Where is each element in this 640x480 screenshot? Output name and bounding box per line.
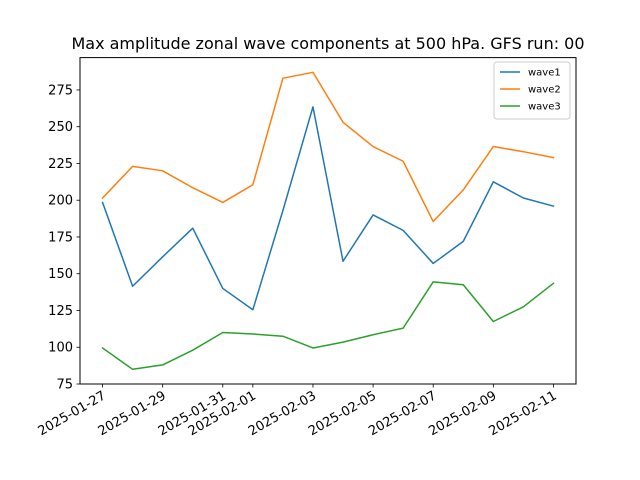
legend: wave1 wave2 wave3 [493, 61, 571, 120]
plot-frame [79, 57, 577, 385]
y-axis: 75 100 125 150 175 200 225 250 275 [48, 83, 80, 393]
y-tick-label: 100 [48, 341, 73, 356]
series-line-wave2 [101, 71, 555, 223]
y-tick-label: 75 [56, 378, 73, 393]
series-layer [101, 71, 555, 371]
y-tick-label: 275 [48, 83, 73, 98]
legend-label-wave3: wave3 [528, 102, 561, 113]
legend-box [493, 61, 571, 120]
y-tick-label: 250 [48, 120, 73, 135]
y-tick-label: 175 [48, 230, 73, 245]
chart-title: Max amplitude zonal wave components at 5… [71, 34, 584, 53]
y-tick-label: 125 [48, 304, 73, 319]
y-tick-label: 150 [48, 267, 73, 282]
series-line-wave3 [101, 281, 555, 371]
y-tick-label: 225 [48, 157, 73, 172]
series-line-wave1 [101, 106, 555, 311]
legend-label-wave1: wave1 [528, 68, 561, 79]
legend-label-wave2: wave2 [528, 85, 561, 96]
y-tick-label: 200 [48, 194, 73, 209]
